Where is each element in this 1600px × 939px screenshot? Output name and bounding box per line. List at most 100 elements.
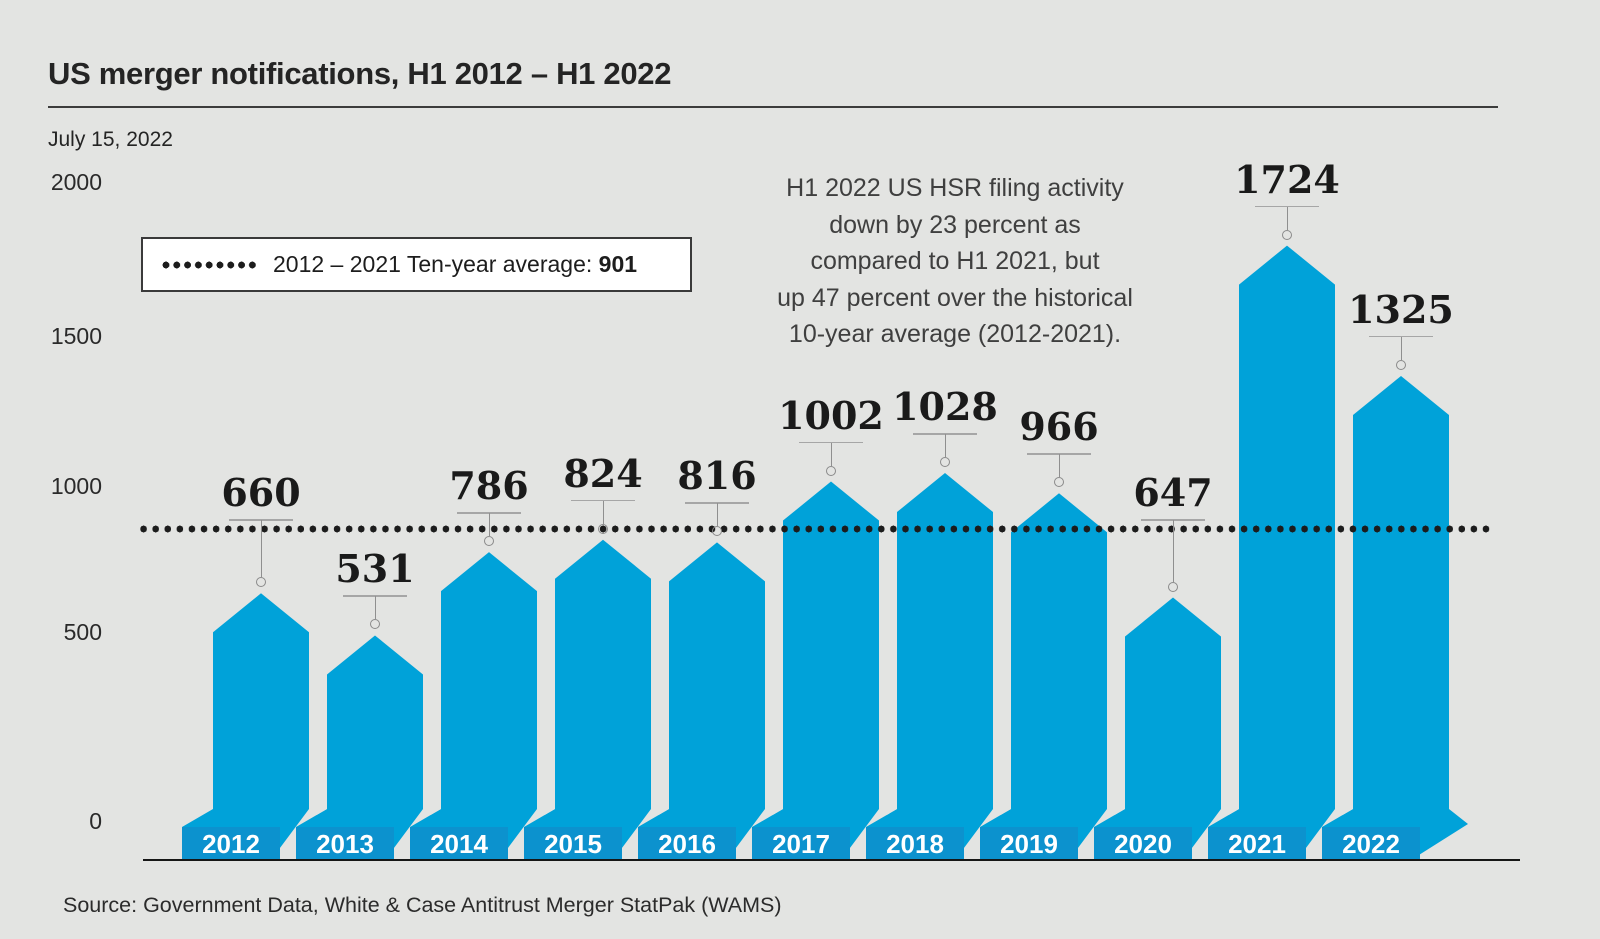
value-connector-circle [940, 457, 950, 468]
bar-year-label: 2017 [772, 829, 830, 859]
y-axis-tick-label: 500 [63, 619, 102, 645]
value-connector-circle [712, 526, 722, 537]
bar-value-label: 816 [677, 453, 757, 499]
bar-year-label: 2022 [1342, 829, 1400, 859]
bar-pedestal [752, 827, 850, 860]
value-connector-circle [1168, 581, 1178, 592]
bar-pedestal [638, 827, 736, 860]
value-connector-line [1172, 520, 1174, 582]
value-label-underline [1369, 335, 1433, 338]
bar-shape [182, 593, 328, 860]
bar-gap [727, 809, 783, 860]
legend-average-value: 901 [598, 251, 638, 277]
bar-year-label: 2014 [430, 829, 488, 859]
annotation-line: up 47 percent over the historical [777, 283, 1133, 312]
bar-pedestal [1094, 827, 1192, 860]
bar-year-label: 2012 [202, 829, 260, 859]
bar-value-label: 660 [221, 470, 301, 515]
bar-shape [752, 481, 898, 860]
value-connector-circle [484, 536, 494, 547]
value-connector-line [1286, 206, 1288, 230]
value-label-underline [1255, 205, 1319, 208]
bar-pedestal [866, 827, 964, 860]
bar-shape [296, 635, 442, 860]
bar-shape [410, 552, 556, 860]
bar-gap [499, 809, 555, 860]
page-title: US merger notifications, H1 2012 – H1 20… [48, 56, 672, 91]
bar-value-label: 531 [335, 546, 415, 592]
bar-value-label: 1724 [1234, 156, 1340, 202]
bar-gap [613, 809, 669, 860]
value-connector-line [716, 503, 718, 527]
annotation-line: 10-year average (2012-2021). [788, 320, 1122, 348]
bar-year-label: 2013 [316, 829, 374, 859]
average-legend: 2012 – 2021 Ten-year average: 901 [141, 237, 692, 292]
value-label-underline [343, 595, 407, 597]
bar-shape [1322, 375, 1468, 860]
y-axis-tick-label: 0 [89, 808, 102, 834]
bar-shape [524, 539, 670, 860]
bar-gap [1069, 809, 1125, 860]
bar-value-label: 786 [449, 463, 529, 509]
average-dotted-line [140, 525, 1490, 533]
value-connector-line [260, 520, 262, 578]
value-connector-line [830, 442, 832, 466]
value-connector-circle [370, 619, 380, 630]
annotation-line: compared to H1 2021, but [810, 247, 1100, 275]
value-connector-circle [1396, 359, 1406, 370]
value-connector-line [1058, 454, 1060, 478]
bar-value-label: 1002 [778, 392, 884, 438]
bar-shape [1208, 245, 1354, 860]
value-label-underline [571, 499, 635, 502]
bar-pedestal [980, 827, 1078, 860]
legend-label-text: 2012 – 2021 Ten-year average: [273, 251, 593, 277]
value-connector-line [1400, 336, 1402, 360]
value-label-underline [913, 433, 977, 435]
value-connector-circle [256, 577, 266, 588]
y-axis-tick-label: 2000 [50, 169, 102, 195]
x-axis-line [143, 859, 1520, 861]
value-connector-circle [1054, 477, 1064, 488]
value-label-underline [229, 519, 293, 521]
bar-gap [271, 809, 327, 860]
bar-shape [866, 473, 1012, 860]
dotted-line-swatch-icon [161, 260, 259, 269]
legend-label: 2012 – 2021 Ten-year average: 901 [273, 251, 637, 278]
bar-gap [841, 809, 897, 860]
value-connector-line [374, 596, 376, 620]
title-divider [48, 106, 1498, 108]
source-note: Source: Government Data, White & Case An… [63, 893, 782, 917]
chart-annotation: H1 2022 US HSR filing activity down by 23… [700, 170, 1210, 353]
annotation-line: H1 2022 US HSR filing activity [786, 174, 1124, 202]
value-connector-line [944, 434, 946, 458]
y-axis-tick-label: 1000 [50, 473, 102, 499]
bar-year-label: 2018 [886, 829, 944, 859]
value-label-underline [799, 441, 863, 444]
bar-value-label: 1325 [1348, 286, 1454, 332]
report-date: July 15, 2022 [48, 128, 173, 151]
bar-year-label: 2021 [1228, 829, 1286, 859]
y-axis-tick-label: 1500 [50, 323, 102, 349]
bar-pedestal [182, 827, 280, 860]
value-label-underline [1141, 519, 1205, 521]
bar-pedestal [410, 827, 508, 860]
value-label-underline [457, 512, 521, 514]
bar-year-label: 2016 [658, 829, 716, 859]
bar-pedestal [1322, 827, 1420, 860]
bar-value-label: 1028 [892, 384, 998, 430]
value-label-underline [1027, 453, 1091, 455]
bar-value-label: 966 [1019, 404, 1099, 450]
value-connector-circle [598, 523, 608, 534]
bar-pedestal [296, 827, 394, 860]
bar-pedestal [1208, 827, 1306, 860]
value-connector-line [488, 513, 490, 537]
bar-year-label: 2015 [544, 829, 602, 859]
bar-value-label: 824 [563, 450, 643, 496]
value-label-underline [685, 502, 749, 504]
value-connector-line [602, 500, 604, 524]
bar-gap [1183, 809, 1239, 860]
bar-pedestal [524, 827, 622, 860]
